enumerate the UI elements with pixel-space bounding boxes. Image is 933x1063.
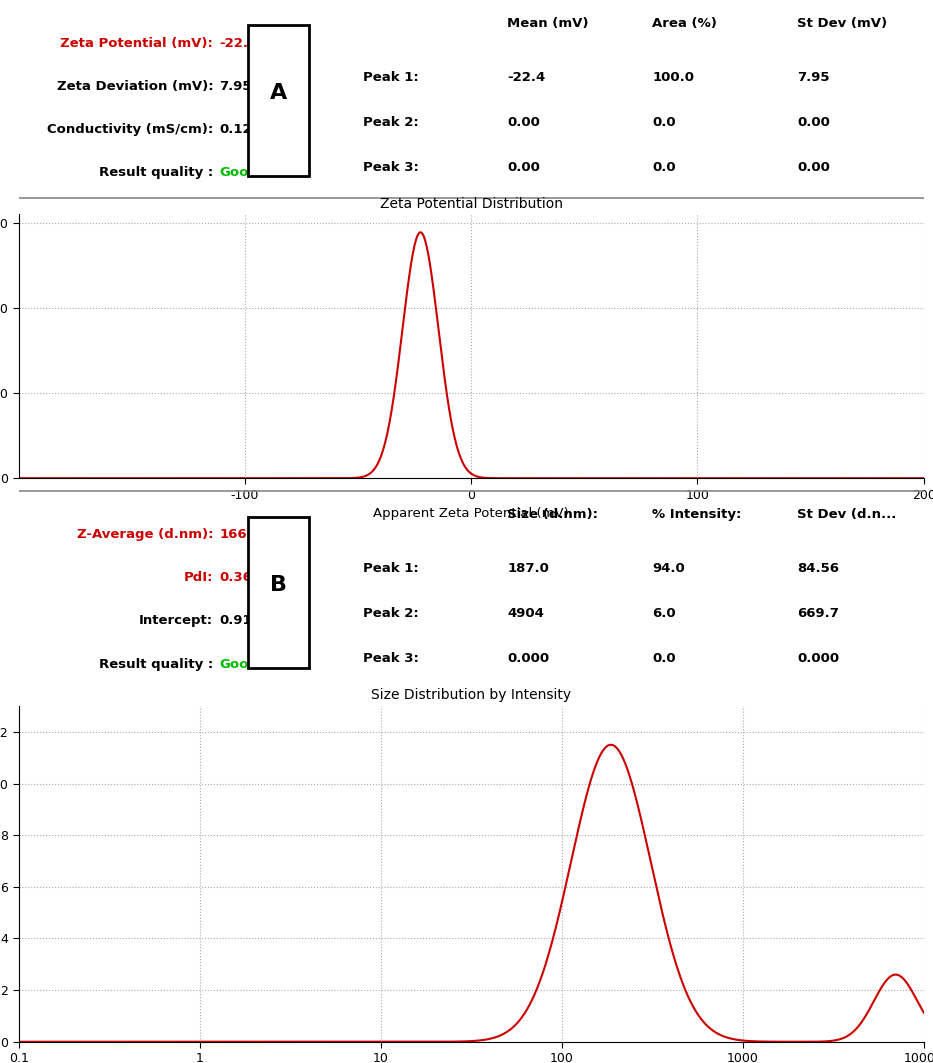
Text: Zeta Potential (mV):: Zeta Potential (mV):: [61, 36, 214, 50]
Text: % Intensity:: % Intensity:: [652, 508, 742, 521]
Text: Peak 2:: Peak 2:: [363, 607, 418, 620]
X-axis label: Apparent Zeta Potential (mV): Apparent Zeta Potential (mV): [373, 507, 569, 520]
Text: 187.0: 187.0: [508, 562, 550, 575]
FancyBboxPatch shape: [247, 517, 309, 668]
Text: A: A: [270, 83, 287, 103]
Text: B: B: [270, 575, 287, 595]
Text: St Dev (mV): St Dev (mV): [797, 17, 887, 30]
Text: Zeta Deviation (mV):: Zeta Deviation (mV):: [57, 80, 214, 92]
Text: 0.000: 0.000: [508, 653, 550, 665]
Text: Z-Average (d.nm):: Z-Average (d.nm):: [77, 528, 214, 541]
Text: Area (%): Area (%): [652, 17, 717, 30]
Text: Peak 1:: Peak 1:: [363, 70, 418, 84]
Text: 6.0: 6.0: [652, 607, 675, 620]
Text: -22.4: -22.4: [508, 70, 546, 84]
Text: 0.364: 0.364: [219, 571, 261, 585]
FancyBboxPatch shape: [247, 26, 309, 176]
Text: 0.00: 0.00: [508, 116, 540, 129]
Text: Size (d.nm):: Size (d.nm):: [508, 508, 598, 521]
Text: Result quality :: Result quality :: [99, 658, 214, 671]
Text: 0.123: 0.123: [219, 123, 261, 136]
Text: 0.914: 0.914: [219, 614, 261, 627]
Text: Peak 3:: Peak 3:: [363, 653, 418, 665]
Text: 100.0: 100.0: [652, 70, 694, 84]
Text: Good: Good: [219, 658, 258, 671]
Text: Peak 3:: Peak 3:: [363, 161, 418, 173]
Text: 7.95: 7.95: [219, 80, 252, 92]
Title: Zeta Potential Distribution: Zeta Potential Distribution: [380, 197, 563, 210]
Text: 0.0: 0.0: [652, 161, 675, 173]
Text: Result quality :: Result quality :: [99, 166, 214, 179]
Text: 0.000: 0.000: [797, 653, 839, 665]
Text: 0.00: 0.00: [797, 161, 829, 173]
Text: Intercept:: Intercept:: [139, 614, 214, 627]
Text: Mean (mV): Mean (mV): [508, 17, 589, 30]
Text: Conductivity (mS/cm):: Conductivity (mS/cm):: [47, 123, 214, 136]
Text: Peak 2:: Peak 2:: [363, 116, 418, 129]
Text: Peak 1:: Peak 1:: [363, 562, 418, 575]
Text: 0.0: 0.0: [652, 653, 675, 665]
Text: 0.00: 0.00: [797, 116, 829, 129]
Text: PdI:: PdI:: [184, 571, 214, 585]
Title: Size Distribution by Intensity: Size Distribution by Intensity: [371, 688, 571, 702]
Text: 669.7: 669.7: [797, 607, 839, 620]
Text: 84.56: 84.56: [797, 562, 839, 575]
Text: -22.4: -22.4: [219, 36, 258, 50]
Text: 0.0: 0.0: [652, 116, 675, 129]
Text: 0.00: 0.00: [508, 161, 540, 173]
Text: 7.95: 7.95: [797, 70, 829, 84]
Text: St Dev (d.n...: St Dev (d.n...: [797, 508, 897, 521]
Text: 94.0: 94.0: [652, 562, 685, 575]
Text: 166.9: 166.9: [219, 528, 261, 541]
Text: 4904: 4904: [508, 607, 544, 620]
Text: Good: Good: [219, 166, 258, 179]
